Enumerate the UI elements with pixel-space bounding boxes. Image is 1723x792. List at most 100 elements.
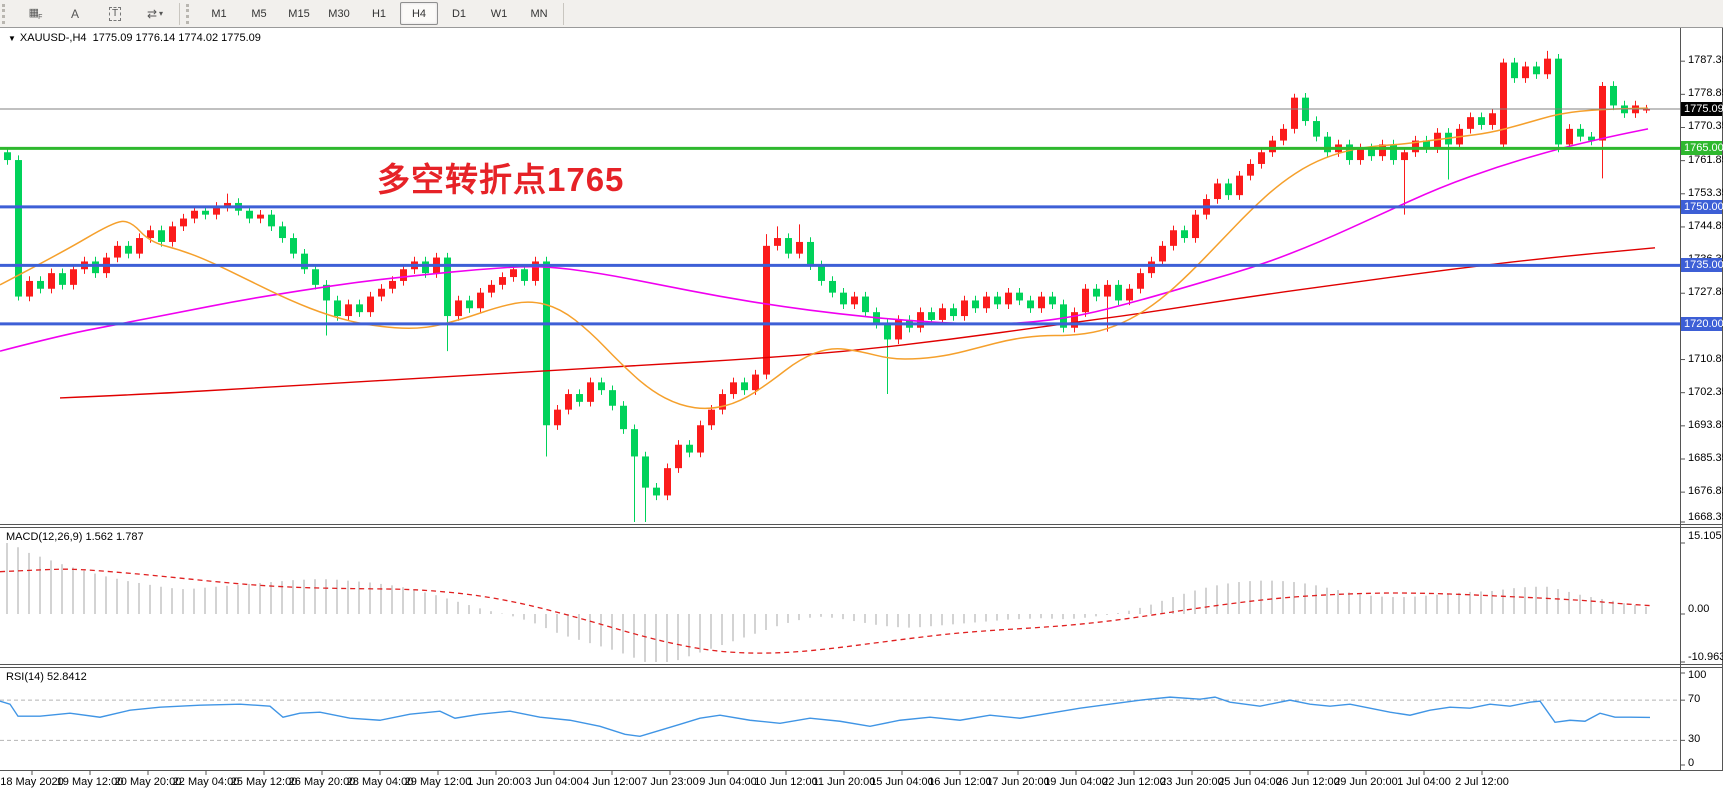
time-axis-label: 22 May 04:00	[172, 776, 240, 788]
candle-body	[1247, 163, 1254, 176]
time-axis-label: 11 Jun 20:00	[812, 776, 876, 788]
time-axis-label: 22 Jun 12:00	[1102, 776, 1166, 788]
candle-body	[1379, 144, 1386, 157]
time-axis-label: 1 Jun 20:00	[467, 776, 525, 788]
candle-body	[444, 257, 451, 317]
time-axis-label: 2 Jul 12:00	[1455, 776, 1509, 788]
candle-body	[1071, 312, 1078, 328]
timeframe-button-w1[interactable]: W1	[490, 7, 508, 20]
price-tick-label: 1744.85	[1688, 219, 1723, 232]
candle-body	[1016, 292, 1023, 301]
toolbar-drag-handle[interactable]	[2, 3, 12, 24]
time-axis-label: 17 Jun 20:00	[986, 776, 1050, 788]
candle-body	[488, 284, 495, 293]
toolbar-separator	[563, 2, 564, 25]
timeframe-button-m1[interactable]: M1	[211, 7, 227, 20]
candle-body	[1544, 58, 1551, 75]
candle-body	[763, 245, 770, 375]
candle-body	[1082, 288, 1089, 313]
toolbar-separator	[179, 2, 180, 25]
candle-body	[389, 280, 396, 289]
candle-body	[1423, 140, 1430, 149]
candle-body	[774, 238, 781, 246]
candle-body	[290, 238, 297, 254]
toolbar-button-cursor-mode-icon[interactable]: ⇄ ▾	[136, 2, 174, 25]
toolbar-button-grid-order-icon[interactable]: ▦F	[16, 2, 54, 25]
timeframe-button-h1[interactable]: H1	[371, 7, 387, 20]
candles-layer[interactable]	[4, 50, 1650, 522]
candle-body	[1511, 62, 1518, 79]
time-axis-label: 20 May 20:00	[114, 776, 182, 788]
toolbar-drag-handle[interactable]	[186, 3, 196, 24]
candle-body	[928, 312, 935, 320]
candle-body	[323, 284, 330, 301]
candle-body	[1533, 66, 1540, 75]
text-annotation-icon: A	[70, 6, 79, 21]
candle-body	[609, 390, 616, 406]
candle-body	[1005, 292, 1012, 305]
candle-body	[477, 292, 484, 309]
timeframe-button-m5[interactable]: M5	[251, 7, 267, 20]
toolbar-button-text-annotation-icon[interactable]: A	[56, 2, 94, 25]
chart-annotation-text[interactable]: 多空转折点1765	[377, 161, 625, 198]
dropdown-caret-icon[interactable]: ▾	[159, 9, 164, 18]
candle-body	[1566, 128, 1573, 145]
candle-body	[587, 382, 594, 402]
candle-body	[686, 444, 693, 453]
price-tick-label: 1710.85	[1688, 352, 1723, 365]
candle-body	[895, 319, 902, 340]
candle-body	[1610, 85, 1617, 106]
macd-tick-label: 15.105	[1688, 530, 1722, 542]
candle-body	[1434, 132, 1441, 149]
candle-body	[741, 382, 748, 391]
candle-body	[972, 300, 979, 309]
candle-body	[312, 269, 319, 285]
timeframe-button-m30[interactable]: M30	[328, 7, 350, 20]
price-tick-label: 1685.35	[1688, 451, 1723, 464]
candle-body	[1390, 144, 1397, 161]
time-axis-label: 28 May 04:00	[346, 776, 414, 788]
candle-body	[125, 245, 132, 254]
candle-body	[785, 238, 792, 254]
candle-body	[301, 253, 308, 270]
candle-body	[499, 277, 506, 285]
candle-body	[642, 456, 649, 488]
candle-body	[818, 265, 825, 281]
time-axis-label: 19 Jun 04:00	[1044, 776, 1108, 788]
chart-dropdown-icon[interactable]: ▼	[8, 34, 16, 43]
candle-body	[1170, 230, 1177, 246]
toolbar-button-text-box-tool-icon[interactable]: T	[96, 2, 134, 25]
macd-signal-line	[0, 568, 1651, 654]
price-level-badge: 1750.00	[1681, 199, 1723, 214]
timeframe-button-d1[interactable]: D1	[451, 7, 467, 20]
candle-body	[939, 308, 946, 320]
candle-body	[620, 405, 627, 430]
macd-pane[interactable]	[6, 543, 1647, 662]
candle-body	[136, 238, 143, 254]
timeframe-button-h4[interactable]: H4	[400, 2, 438, 25]
candle-body	[807, 241, 814, 266]
time-axis-label: 10 Jun 12:00	[754, 776, 818, 788]
candle-body	[169, 226, 176, 242]
candle-body	[455, 300, 462, 317]
timeframe-button-mn[interactable]: MN	[530, 7, 548, 20]
candle-body	[1357, 148, 1364, 161]
ma-fast-line	[0, 107, 1649, 410]
price-tick-label: 1787.35	[1688, 54, 1723, 67]
candle-body	[1148, 261, 1155, 274]
time-axis-label: 1 Jul 04:00	[1397, 776, 1451, 788]
candle-body	[92, 261, 99, 274]
candle-body	[37, 280, 44, 289]
time-axis-label: 23 Jun 20:00	[1160, 776, 1224, 788]
time-axis-label: 9 Jun 04:00	[699, 776, 757, 788]
time-axis-label: 26 May 20:00	[288, 776, 356, 788]
candle-body	[59, 273, 66, 285]
candle-body	[565, 394, 572, 410]
price-tick-label: 1770.35	[1688, 120, 1723, 133]
timeframe-button-m15[interactable]: M15	[288, 7, 310, 20]
time-axis-label: 29 May 12:00	[404, 776, 472, 788]
rsi-line[interactable]	[0, 696, 1651, 738]
candle-body	[1599, 85, 1606, 141]
candle-body	[422, 261, 429, 274]
